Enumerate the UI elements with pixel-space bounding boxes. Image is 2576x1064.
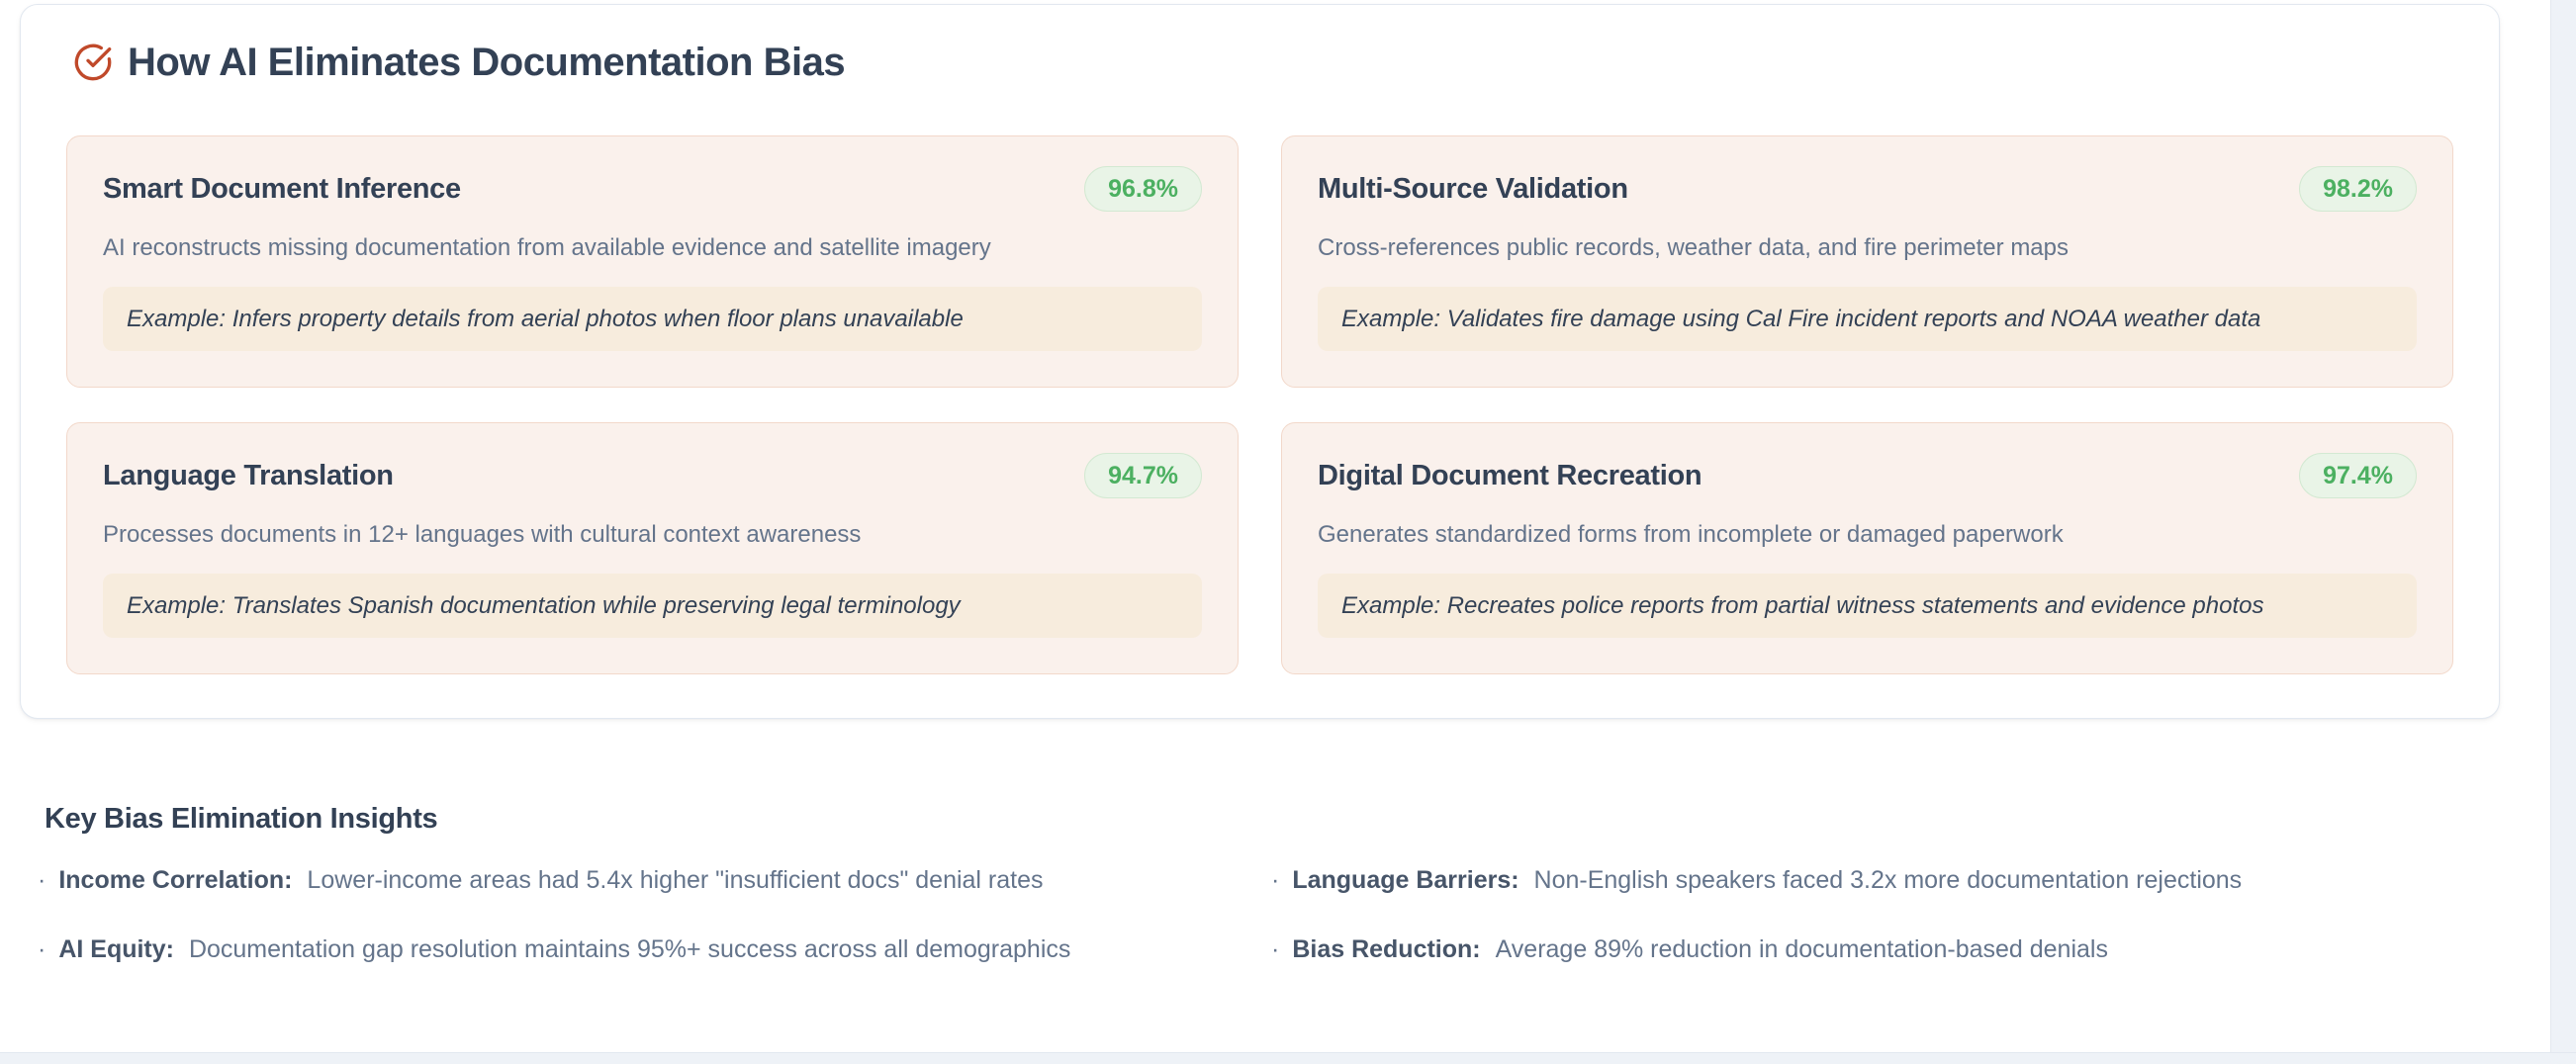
insight-label: Bias Reduction: xyxy=(1292,935,1488,963)
accuracy-badge: 94.7% xyxy=(1084,453,1202,498)
insight-text: Income Correlation: Lower-income areas h… xyxy=(58,864,1043,896)
insight-label: Income Correlation: xyxy=(58,866,300,894)
card-title: Multi-Source Validation xyxy=(1318,172,1628,205)
card-example: Example: Translates Spanish documentatio… xyxy=(103,574,1202,638)
method-card-digital-document-recreation: Digital Document Recreation 97.4% Genera… xyxy=(1281,422,2453,674)
insights-grid: · Income Correlation: Lower-income areas… xyxy=(38,864,2493,965)
card-title: Smart Document Inference xyxy=(103,172,461,205)
bullet-icon: · xyxy=(1271,935,1280,963)
card-title: Digital Document Recreation xyxy=(1318,459,1702,491)
page-background-bottom xyxy=(0,1052,2576,1064)
ai-methods-panel: How AI Eliminates Documentation Bias Sma… xyxy=(20,4,2500,719)
page-background-right xyxy=(2550,0,2576,1053)
insight-label: AI Equity: xyxy=(58,935,181,963)
insight-language-barriers: · Language Barriers: Non-English speaker… xyxy=(1271,864,2493,896)
insight-label: Language Barriers: xyxy=(1292,866,1526,894)
card-description: Generates standardized forms from incomp… xyxy=(1318,521,2064,548)
insight-text: AI Equity: Documentation gap resolution … xyxy=(58,933,1070,965)
method-card-smart-document-inference: Smart Document Inference 96.8% AI recons… xyxy=(66,135,1239,388)
method-card-language-translation: Language Translation 94.7% Processes doc… xyxy=(66,422,1239,674)
insight-value: Non-English speakers faced 3.2x more doc… xyxy=(1533,866,2243,894)
key-insights-section: Key Bias Elimination Insights · Income C… xyxy=(38,801,2493,965)
insight-text: Language Barriers: Non-English speakers … xyxy=(1292,864,2242,896)
bullet-icon: · xyxy=(1271,866,1280,894)
card-example: Example: Infers property details from ae… xyxy=(103,287,1202,351)
insight-value: Average 89% reduction in documentation-b… xyxy=(1495,935,2108,963)
insight-value: Documentation gap resolution maintains 9… xyxy=(188,935,1071,963)
insight-bias-reduction: · Bias Reduction: Average 89% reduction … xyxy=(1271,933,2493,965)
accuracy-badge: 96.8% xyxy=(1084,166,1202,212)
card-example: Example: Validates fire damage using Cal… xyxy=(1318,287,2417,351)
accuracy-badge: 98.2% xyxy=(2299,166,2417,212)
bullet-icon: · xyxy=(38,935,46,963)
bullet-icon: · xyxy=(38,866,46,894)
insights-heading: Key Bias Elimination Insights xyxy=(45,803,438,835)
accuracy-badge: 97.4% xyxy=(2299,453,2417,498)
card-header: Smart Document Inference 96.8% xyxy=(103,166,1202,212)
card-description: Processes documents in 12+ languages wit… xyxy=(103,521,862,548)
method-card-multi-source-validation: Multi-Source Validation 98.2% Cross-refe… xyxy=(1281,135,2453,388)
card-title: Language Translation xyxy=(103,459,394,491)
insight-income-correlation: · Income Correlation: Lower-income areas… xyxy=(38,864,1271,896)
card-header: Language Translation 94.7% xyxy=(103,453,1202,498)
card-description: AI reconstructs missing documentation fr… xyxy=(103,234,991,261)
method-cards-grid: Smart Document Inference 96.8% AI recons… xyxy=(66,135,2453,674)
insight-text: Bias Reduction: Average 89% reduction in… xyxy=(1292,933,2108,965)
card-description: Cross-references public records, weather… xyxy=(1318,234,2069,261)
insight-value: Lower-income areas had 5.4x higher "insu… xyxy=(307,866,1044,894)
card-header: Digital Document Recreation 97.4% xyxy=(1318,453,2417,498)
insight-ai-equity: · AI Equity: Documentation gap resolutio… xyxy=(38,933,1271,965)
check-circle-icon xyxy=(74,44,112,81)
card-example: Example: Recreates police reports from p… xyxy=(1318,574,2417,638)
panel-header: How AI Eliminates Documentation Bias xyxy=(21,5,2499,86)
page-title: How AI Eliminates Documentation Bias xyxy=(128,41,846,84)
card-header: Multi-Source Validation 98.2% xyxy=(1318,166,2417,212)
